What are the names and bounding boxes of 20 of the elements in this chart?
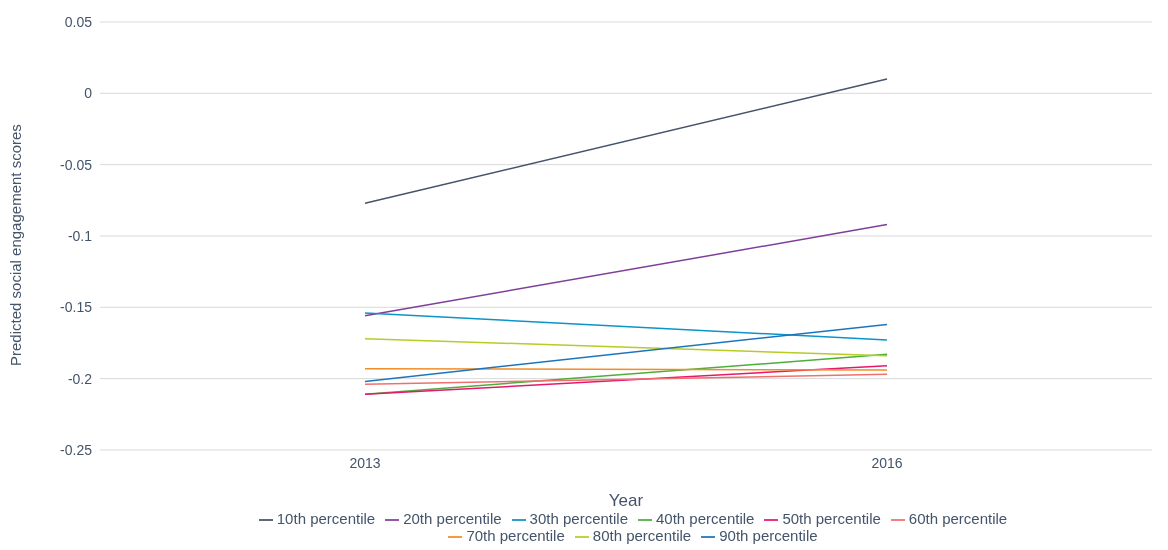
x-axis-title: Year — [608, 490, 644, 510]
y-tick-label: -0.05 — [60, 156, 93, 173]
legend-label: 50th percentile — [782, 509, 881, 527]
y-tick-label: -0.2 — [67, 370, 93, 387]
y-tick-label: -0.1 — [67, 227, 93, 244]
legend-label: 90th percentile — [719, 526, 818, 544]
legend-label: 70th percentile — [466, 526, 565, 544]
legend-label: 30th percentile — [529, 509, 628, 527]
y-tick-label: 0 — [84, 85, 93, 102]
x-tick-label: 2013 — [349, 454, 381, 471]
y-tick-label: -0.25 — [60, 441, 93, 458]
legend-label: 10th percentile — [276, 509, 376, 527]
y-tick-label: -0.15 — [60, 299, 93, 316]
legend-label: 20th percentile — [403, 509, 502, 527]
y-tick-label: 0.05 — [64, 13, 93, 30]
legend-label: 60th percentile — [908, 509, 1008, 527]
legend-label: 40th percentile — [656, 509, 755, 527]
y-axis-title: Predicted social engagement scores — [7, 124, 25, 366]
x-tick-label: 2016 — [871, 454, 903, 471]
legend-label: 80th percentile — [592, 526, 692, 544]
